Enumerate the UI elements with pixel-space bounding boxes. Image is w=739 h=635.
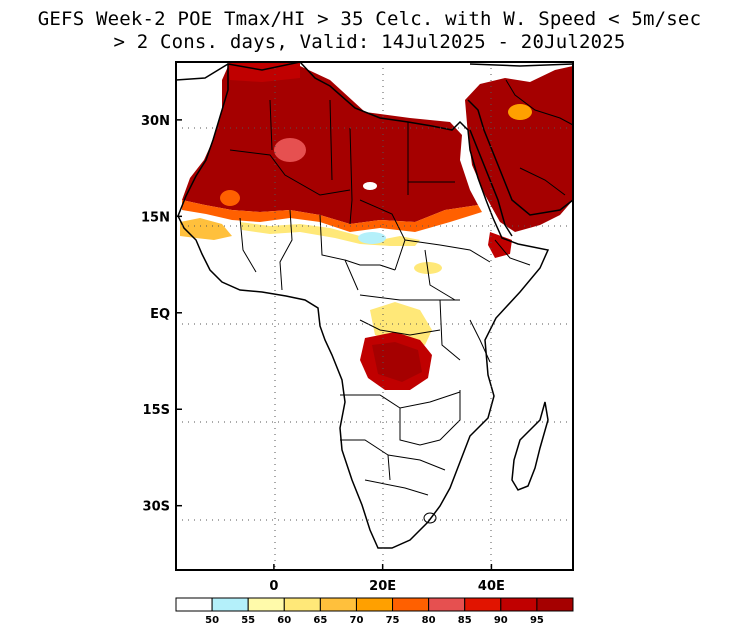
legend-label: 85	[458, 615, 472, 626]
legend-swatch	[536, 597, 574, 612]
sahara-light-spot-2	[220, 190, 240, 206]
central-africa-core	[372, 342, 422, 382]
horn-high-prob-area	[488, 232, 512, 258]
legend-label: 60	[277, 615, 291, 626]
title-line-2: > 2 Cons. days, Valid: 14Jul2025 - 20Jul…	[113, 31, 626, 53]
lat-tick-label: EQ	[150, 307, 170, 322]
legend-swatch	[428, 597, 466, 612]
legend-label: 75	[386, 615, 400, 626]
legend-swatch	[175, 597, 213, 612]
turkey-coast	[469, 63, 573, 67]
legend-swatch	[211, 597, 249, 612]
africa-coastline	[177, 62, 550, 549]
arabia-coastline	[467, 99, 573, 216]
legend-swatch	[247, 597, 285, 612]
sahara-white-spot	[363, 182, 377, 190]
color-legend: 50 55 60 65 70 75 80 85 90 95	[175, 597, 574, 626]
legend-swatch	[319, 597, 357, 612]
lat-axis: 30N 15N EQ 15S 30S	[141, 114, 182, 515]
chad-blue-patch	[358, 232, 386, 244]
country-borders	[229, 79, 573, 524]
legend-label: 50	[205, 615, 219, 626]
sahara-light-spot-1	[274, 138, 306, 162]
legend-swatch	[500, 597, 538, 612]
lat-tick-label: 30N	[141, 114, 170, 129]
legend-label: 65	[313, 615, 327, 626]
legend-label: 95	[530, 615, 544, 626]
lesotho	[423, 512, 437, 524]
madagascar-coastline	[511, 401, 549, 491]
lat-tick-label: 30S	[143, 500, 170, 515]
lon-tick-label: 0	[269, 579, 278, 594]
sahara-high-prob-area	[182, 62, 478, 224]
lon-tick-label: 40E	[478, 579, 505, 594]
sahel-edge	[182, 200, 482, 232]
plot-frame	[175, 61, 574, 571]
lon-axis: 0 20E 40E	[269, 564, 505, 594]
title-line-1: GEFS Week-2 POE Tmax/HI > 35 Celc. with …	[37, 8, 702, 30]
lat-tick-label: 15N	[141, 210, 170, 225]
red-sea-east-coast	[469, 129, 513, 237]
arabia-high-prob-area	[465, 66, 573, 232]
legend-label: 80	[422, 615, 436, 626]
lon-tick-label: 20E	[369, 579, 396, 594]
legend-label: 90	[494, 615, 508, 626]
iberia-coast	[176, 63, 229, 81]
west-africa-coast	[180, 218, 232, 240]
legend-swatch	[392, 597, 430, 612]
legend-label: 70	[349, 615, 363, 626]
lat-tick-label: 15S	[143, 403, 170, 418]
legend-swatch	[464, 597, 502, 612]
legend-label: 55	[241, 615, 255, 626]
gridlines	[176, 62, 573, 570]
coastlines	[176, 62, 573, 549]
legend-swatch	[283, 597, 321, 612]
arabia-light-spot	[508, 104, 532, 120]
legend-swatch	[355, 597, 394, 612]
probability-field	[180, 62, 573, 390]
